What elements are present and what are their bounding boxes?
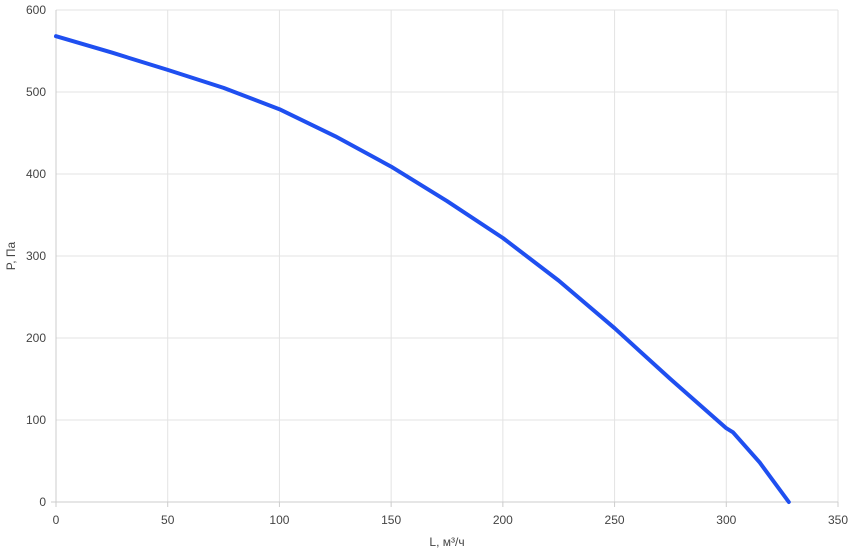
y-tick-label: 400 — [26, 167, 46, 181]
x-tick-label: 300 — [716, 513, 736, 527]
series-line — [54, 34, 791, 504]
grid — [56, 9, 839, 502]
x-tick-label: 200 — [493, 513, 513, 527]
y-tick-label: 300 — [26, 249, 46, 263]
x-tick-label: 0 — [53, 513, 60, 527]
y-tick-label: 500 — [26, 85, 46, 99]
y-axis-label: P, Па — [4, 241, 18, 270]
x-tick-label: 100 — [269, 513, 289, 527]
y-tick-label: 600 — [26, 3, 46, 17]
y-tick-label: 100 — [26, 413, 46, 427]
x-tick-label: 50 — [161, 513, 175, 527]
y-tick-label: 0 — [39, 495, 46, 509]
x-tick-label: 250 — [605, 513, 625, 527]
x-axis-label: L, м³/ч — [429, 535, 464, 549]
y-tick-label: 200 — [26, 331, 46, 345]
x-tick-label: 350 — [828, 513, 848, 527]
axes — [51, 10, 839, 507]
series — [54, 34, 791, 504]
x-tick-label: 150 — [381, 513, 401, 527]
tick-labels: 0 50 100 150 200 250 300 350 0 100 200 300 400 500 600 — [26, 3, 848, 527]
